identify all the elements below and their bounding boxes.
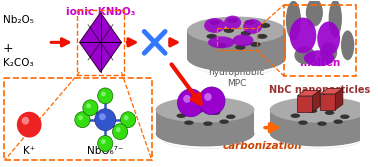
Ellipse shape: [232, 34, 254, 46]
Ellipse shape: [340, 115, 350, 119]
Ellipse shape: [156, 121, 254, 146]
Circle shape: [101, 92, 106, 96]
Polygon shape: [313, 90, 320, 112]
Polygon shape: [320, 94, 335, 110]
Ellipse shape: [320, 42, 337, 62]
Ellipse shape: [206, 34, 217, 39]
Bar: [77, 10, 124, 75]
Circle shape: [95, 109, 116, 131]
Circle shape: [101, 139, 106, 144]
Text: ionic KNbO₃: ionic KNbO₃: [66, 7, 135, 17]
Ellipse shape: [341, 30, 354, 60]
Ellipse shape: [294, 46, 315, 64]
Circle shape: [75, 112, 90, 128]
Circle shape: [22, 117, 29, 125]
Ellipse shape: [235, 45, 245, 50]
Ellipse shape: [290, 18, 316, 53]
Ellipse shape: [203, 121, 213, 126]
Polygon shape: [297, 90, 320, 96]
Text: K⁺: K⁺: [23, 146, 35, 156]
Circle shape: [83, 100, 98, 116]
Circle shape: [113, 124, 128, 140]
Circle shape: [78, 115, 83, 120]
Text: +: +: [3, 42, 13, 55]
Bar: [5, 78, 152, 160]
Ellipse shape: [187, 17, 286, 44]
Circle shape: [98, 88, 113, 104]
Ellipse shape: [317, 121, 327, 126]
Ellipse shape: [245, 20, 255, 25]
Circle shape: [183, 95, 191, 103]
Polygon shape: [320, 88, 343, 94]
Ellipse shape: [156, 97, 254, 123]
Ellipse shape: [317, 22, 340, 55]
Circle shape: [204, 93, 212, 101]
Bar: [217, 28, 257, 50]
Ellipse shape: [304, 50, 334, 66]
Ellipse shape: [286, 1, 301, 40]
Text: molten: molten: [299, 58, 341, 68]
Ellipse shape: [241, 31, 251, 36]
Ellipse shape: [204, 18, 225, 33]
Ellipse shape: [270, 97, 369, 123]
Circle shape: [178, 89, 204, 117]
Bar: [156, 110, 254, 134]
Circle shape: [121, 112, 136, 128]
Text: carbonization: carbonization: [222, 141, 302, 151]
Ellipse shape: [194, 109, 203, 113]
Ellipse shape: [216, 43, 226, 48]
Ellipse shape: [325, 111, 334, 115]
Circle shape: [17, 112, 42, 138]
Polygon shape: [80, 13, 121, 72]
Text: NbC nanoparticles: NbC nanoparticles: [268, 85, 370, 95]
Ellipse shape: [209, 20, 220, 25]
Ellipse shape: [306, 0, 323, 27]
Ellipse shape: [177, 114, 186, 118]
Bar: [284, 5, 356, 76]
Ellipse shape: [187, 44, 286, 72]
Ellipse shape: [333, 119, 343, 124]
Circle shape: [98, 136, 113, 151]
Ellipse shape: [291, 114, 300, 118]
Ellipse shape: [250, 42, 261, 47]
Ellipse shape: [308, 109, 317, 113]
Ellipse shape: [228, 18, 238, 23]
Circle shape: [99, 113, 106, 120]
Ellipse shape: [298, 120, 308, 125]
Ellipse shape: [260, 23, 270, 28]
Text: NbO₆⁷⁻: NbO₆⁷⁻: [87, 146, 124, 156]
Bar: [270, 110, 369, 134]
Circle shape: [86, 103, 91, 108]
Ellipse shape: [226, 115, 235, 119]
Bar: [187, 30, 286, 58]
Ellipse shape: [184, 120, 194, 125]
Ellipse shape: [243, 19, 262, 34]
Polygon shape: [297, 96, 313, 112]
Polygon shape: [335, 88, 343, 110]
Text: Nb₂O₅: Nb₂O₅: [3, 15, 34, 25]
Ellipse shape: [219, 119, 229, 124]
Text: hydrophobic
MPC: hydrophobic MPC: [208, 68, 265, 88]
Ellipse shape: [270, 121, 369, 146]
Ellipse shape: [211, 111, 220, 115]
Ellipse shape: [257, 34, 267, 39]
Ellipse shape: [224, 16, 241, 29]
Ellipse shape: [328, 0, 342, 37]
Ellipse shape: [224, 28, 234, 33]
Circle shape: [124, 115, 129, 120]
Text: K₂CO₃: K₂CO₃: [3, 58, 33, 68]
Circle shape: [198, 87, 225, 115]
Circle shape: [116, 127, 121, 132]
Ellipse shape: [208, 36, 234, 48]
